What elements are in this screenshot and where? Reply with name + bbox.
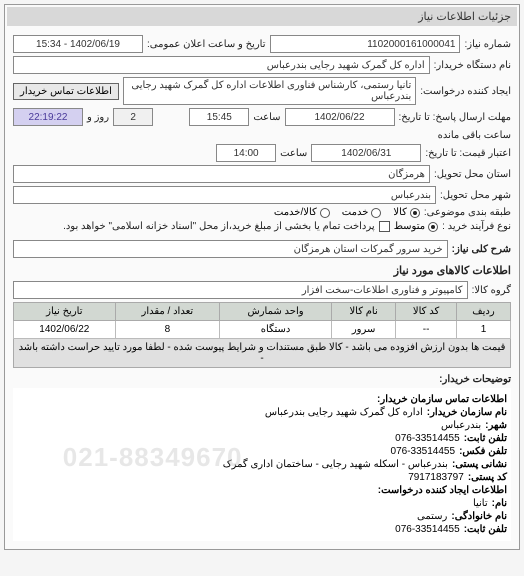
creator-phone-label: تلفن ثابت: xyxy=(464,524,507,535)
contact-fax-label: تلفن فکس: xyxy=(459,446,507,457)
countdown-field: 22:19:22 xyxy=(13,108,83,126)
table-cell: دستگاه xyxy=(220,321,332,339)
items-column-header: نام کالا xyxy=(332,303,396,321)
deadline-date-field: 1402/06/22 xyxy=(285,108,395,126)
creator-field: تانیا رستمی، کارشناس فناوری اطلاعات ادار… xyxy=(123,77,416,105)
category-type-label: طبقه بندی موضوعی: xyxy=(424,207,511,218)
table-cell: سرور xyxy=(332,321,396,339)
remaining-label: ساعت باقی مانده xyxy=(438,130,511,141)
goods-group-field: کامپیوتر و فناوری اطلاعات-سخت افزار xyxy=(13,281,468,299)
category-type-option[interactable]: کالا/خدمت xyxy=(274,207,330,218)
contact-city-label: شهر: xyxy=(485,420,507,431)
province-label: استان محل تحویل: xyxy=(434,169,511,180)
category-type-option-label: کالا xyxy=(393,207,407,218)
deadline-time-field: 15:45 xyxy=(189,108,249,126)
creator-name: تانیا xyxy=(473,498,488,509)
category-type-option[interactable]: کالا xyxy=(393,207,420,218)
purchase-note-checkbox[interactable] xyxy=(379,221,390,232)
valid-until-time-field: 14:00 xyxy=(216,144,276,162)
contact-org: اداره کل گمرک شهید رجایی بندرعباس xyxy=(265,407,423,418)
category-type-option[interactable]: خدمت xyxy=(342,207,382,218)
buyer-org-label: نام دستگاه خریدار: xyxy=(434,60,511,71)
creator-phone: 076-33514455 xyxy=(395,524,460,535)
category-type-option-label: خدمت xyxy=(342,207,369,218)
radio-icon xyxy=(320,208,330,218)
purchase-type-option[interactable]: متوسط xyxy=(394,221,438,232)
category-type-option-label: کالا/خدمت xyxy=(274,207,317,218)
goods-section-heading: اطلاعات کالاهای مورد نیاز xyxy=(13,264,511,277)
pub-datetime-label: تاریخ و ساعت اعلان عمومی: xyxy=(147,39,266,50)
items-column-header: کد کالا xyxy=(396,303,457,321)
request-no-field: 1102000161000041 xyxy=(270,35,461,53)
contact-phone: 076-33514455 xyxy=(395,433,460,444)
explanation-label: توضیحات خریدار: xyxy=(439,374,511,385)
radio-icon xyxy=(371,208,381,218)
creator-heading: اطلاعات ایجاد کننده درخواست: xyxy=(378,485,507,496)
creator-lastname-label: نام خانوادگی: xyxy=(451,511,507,522)
table-cell: 1 xyxy=(456,321,510,339)
creator-name-label: نام: xyxy=(492,498,507,509)
items-table: ردیفکد کالانام کالاواحد شمارشتعداد / مقد… xyxy=(13,302,511,339)
buyer-org-field: اداره کل گمرک شهید رجایی بندرعباس xyxy=(13,56,430,74)
creator-label: ایجاد کننده درخواست: xyxy=(420,86,511,97)
goods-group-label: گروه کالا: xyxy=(472,285,511,296)
purchase-type-option-label: متوسط xyxy=(394,221,425,232)
contact-address-label: نشانی پستی: xyxy=(452,459,507,470)
category-type-group: کالا خدمت کالا/خدمت xyxy=(274,207,420,218)
days-field: 2 xyxy=(113,108,153,126)
days-label: روز و xyxy=(87,112,109,123)
request-no-label: شماره نیاز: xyxy=(464,39,511,50)
table-row: 1--سروردستگاه81402/06/22 xyxy=(14,321,511,339)
city-label: شهر محل تحویل: xyxy=(440,190,511,201)
creator-lastname: رستمی xyxy=(417,511,447,522)
table-cell: -- xyxy=(396,321,457,339)
contact-info-block: 021-88349670 اطلاعات تماس سازمان خریدار:… xyxy=(13,388,511,541)
contact-phone-label: تلفن ثابت: xyxy=(464,433,507,444)
need-title-field: خرید سرور گمرکات استان هرمزگان xyxy=(13,240,448,258)
items-column-header: تاریخ نیاز xyxy=(14,303,116,321)
purchase-type-group: متوسط xyxy=(394,221,438,232)
city-field: بندرعباس xyxy=(13,186,436,204)
need-title-label: شرح کلی نیاز: xyxy=(452,244,511,255)
items-column-header: تعداد / مقدار xyxy=(115,303,219,321)
panel-body: شماره نیاز: 1102000161000041 تاریخ و ساع… xyxy=(7,26,517,547)
contact-postal-label: کد پستی: xyxy=(468,472,507,483)
contact-heading: اطلاعات تماس سازمان خریدار: xyxy=(377,394,507,405)
valid-until-time-label: ساعت xyxy=(280,148,307,159)
contact-fax: 076-33514455 xyxy=(391,446,456,457)
table-cell: 1402/06/22 xyxy=(14,321,116,339)
radio-icon xyxy=(428,222,438,232)
province-field: هرمزگان xyxy=(13,165,430,183)
contact-address: بندرعباس - اسکله شهید رجایی - ساختمان اد… xyxy=(223,459,448,470)
valid-until-label: اعتبار قیمت: تا تاریخ: xyxy=(425,148,511,159)
items-note: قیمت ها بدون ارزش افزوده می باشد - کالا … xyxy=(13,339,511,368)
details-panel: جزئیات اطلاعات نیاز شماره نیاز: 11020001… xyxy=(4,4,520,550)
deadline-time-label: ساعت xyxy=(253,112,280,123)
deadline-label: مهلت ارسال پاسخ: تا تاریخ: xyxy=(399,112,511,123)
purchase-type-label: نوع فرآیند خرید : xyxy=(442,221,511,232)
table-cell: 8 xyxy=(115,321,219,339)
radio-icon xyxy=(410,208,420,218)
panel-title: جزئیات اطلاعات نیاز xyxy=(7,7,517,26)
contact-postal: 7917183797 xyxy=(408,472,464,483)
contact-org-label: نام سازمان خریدار: xyxy=(427,407,507,418)
valid-until-date-field: 1402/06/31 xyxy=(311,144,421,162)
items-column-header: ردیف xyxy=(456,303,510,321)
contact-city: بندرعباس xyxy=(441,420,481,431)
purchase-note: پرداخت تمام یا بخشی از مبلغ خرید،از محل … xyxy=(63,221,375,232)
pub-datetime-field: 1402/06/19 - 15:34 xyxy=(13,35,143,53)
buyer-contact-button[interactable]: اطلاعات تماس خریدار xyxy=(13,83,119,100)
items-column-header: واحد شمارش xyxy=(220,303,332,321)
